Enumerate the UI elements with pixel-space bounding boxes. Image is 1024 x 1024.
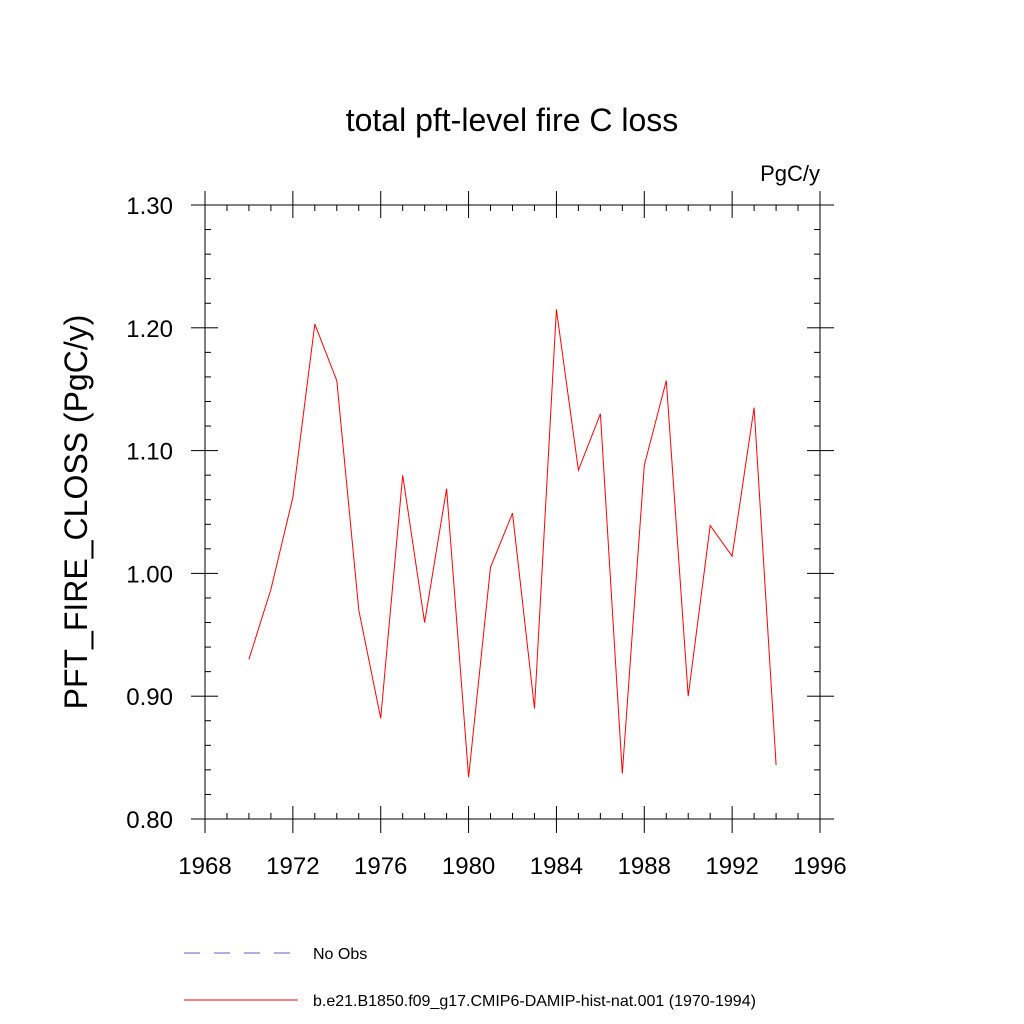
y-tick-label: 1.30 — [126, 193, 173, 220]
y-tick-label: 1.00 — [126, 561, 173, 588]
plot-frame — [204, 204, 821, 820]
y-tick-label: 0.80 — [126, 807, 173, 834]
x-tick-label: 1972 — [266, 853, 319, 880]
x-tick-label: 1984 — [530, 853, 583, 880]
x-tick-label: 1996 — [793, 853, 846, 880]
legend-label-series: b.e21.B1850.f09_g17.CMIP6-DAMIP-hist-nat… — [313, 993, 756, 1010]
y-tick-label: 0.90 — [126, 684, 173, 711]
y-tick-label: 1.10 — [126, 439, 173, 466]
y-axis-label: PFT_FIRE_CLOSS (PgC/y) — [58, 315, 94, 710]
y-tick-label: 1.20 — [126, 316, 173, 343]
x-tick-label: 1968 — [178, 853, 231, 880]
series-line — [248, 309, 777, 778]
legend-label-no-obs: No Obs — [313, 946, 367, 963]
legend: No Obs b.e21.B1850.f09_g17.CMIP6-DAMIP-h… — [184, 946, 756, 1010]
axis-ticks — [191, 191, 834, 833]
series-lines — [248, 309, 777, 778]
units-label: PgC/y — [760, 161, 820, 186]
chart-title: total pft-level fire C loss — [346, 102, 679, 138]
x-tick-label: 1992 — [705, 853, 758, 880]
x-tick-label: 1980 — [442, 853, 495, 880]
x-tick-label: 1976 — [354, 853, 407, 880]
x-tick-label: 1988 — [618, 853, 671, 880]
axis-tick-labels: 1968 1972 1976 1980 1984 1988 1992 1996 0.80 0.90… — [126, 193, 846, 880]
